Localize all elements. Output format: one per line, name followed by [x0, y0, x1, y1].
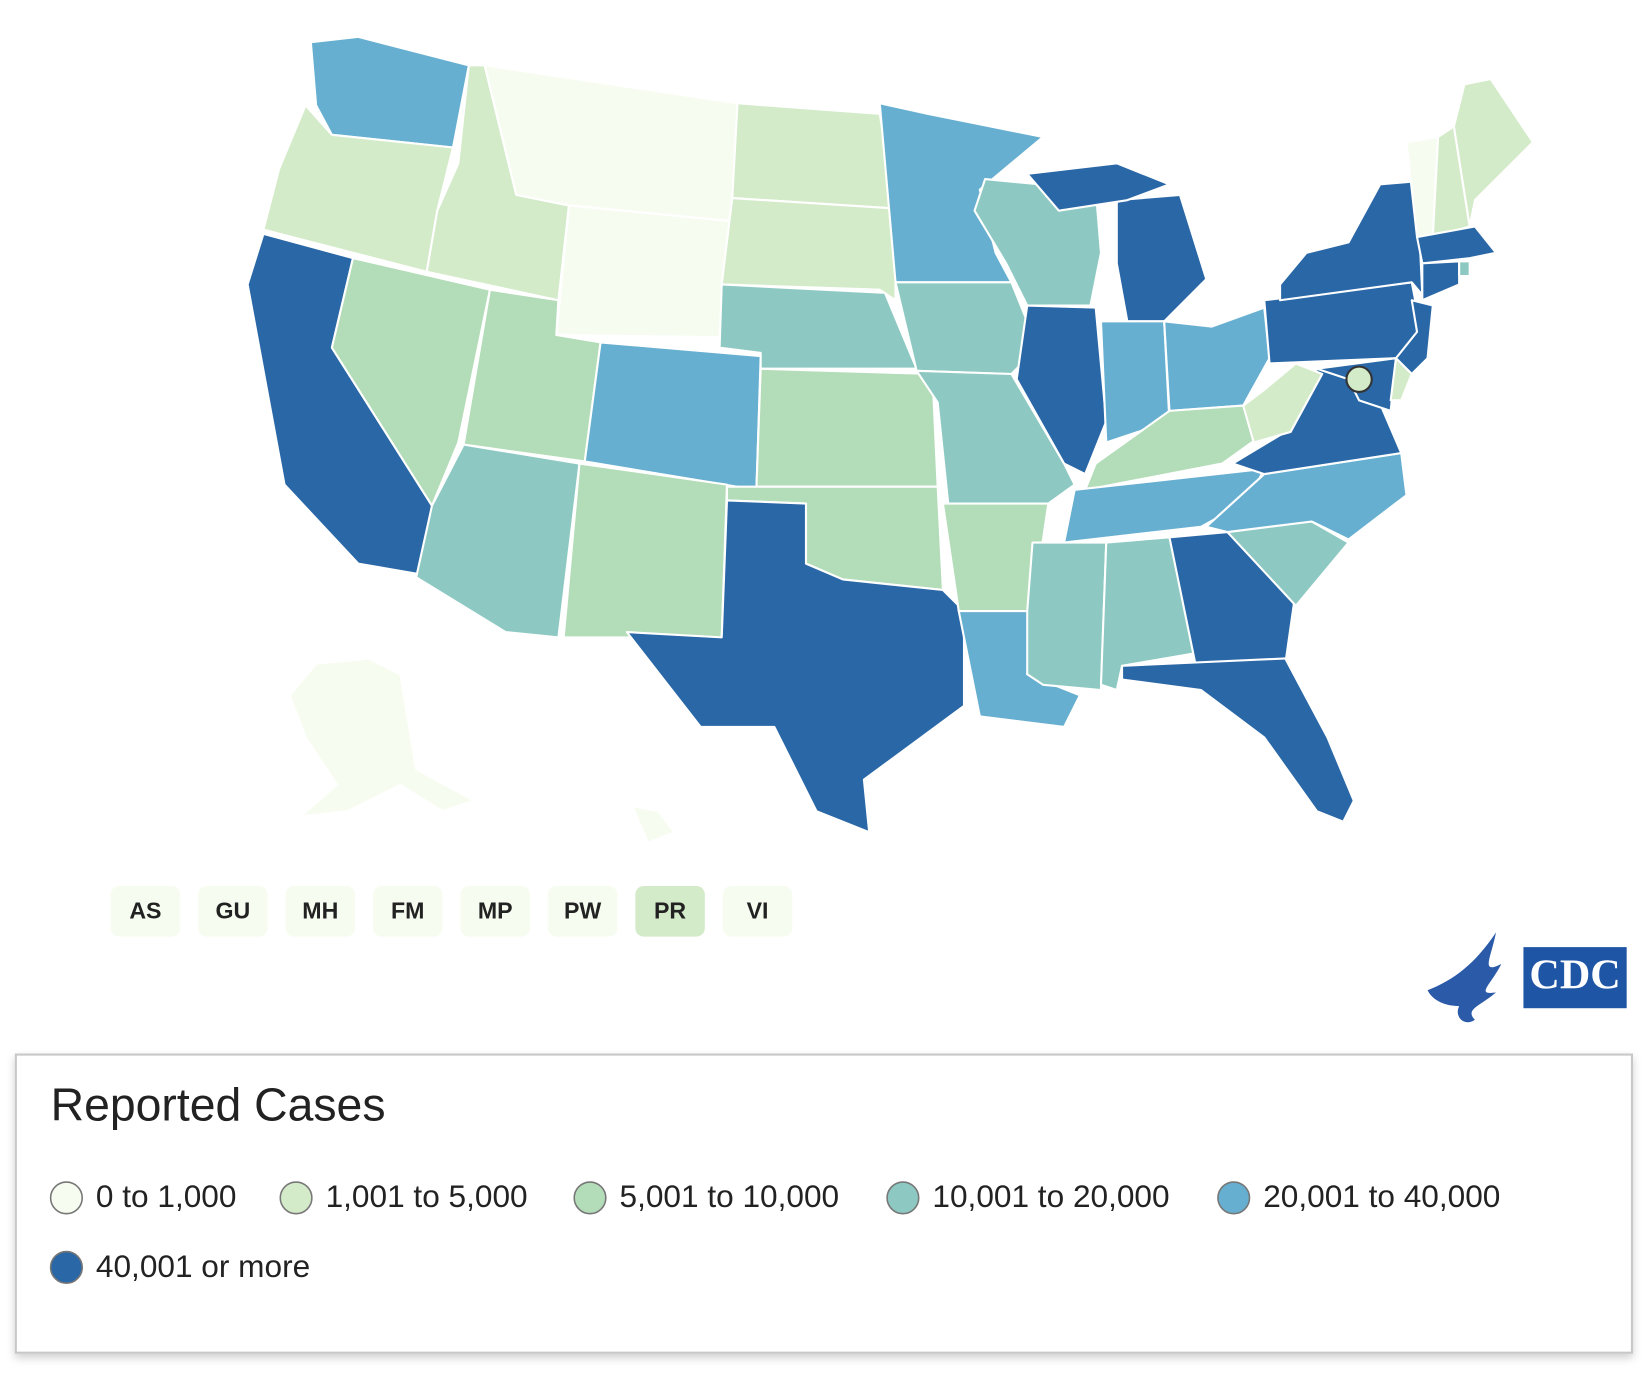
legend-swatch — [573, 1181, 607, 1215]
territory-label: AS — [129, 897, 161, 923]
territory-button — [198, 886, 268, 937]
legend-label: 40,001 or more — [96, 1248, 310, 1284]
dc-marker — [1345, 365, 1373, 393]
state — [330, 257, 491, 507]
state — [1242, 362, 1324, 444]
hhs-eagle — [1427, 932, 1502, 1023]
territory-button — [547, 886, 618, 937]
legend-label: 0 to 1,000 — [96, 1178, 237, 1214]
state — [1026, 541, 1108, 692]
legend-label: 1,001 to 5,000 — [326, 1178, 528, 1214]
us-map — [246, 35, 1534, 844]
state — [631, 804, 676, 844]
state — [1026, 162, 1171, 212]
territory-label: FM — [391, 897, 424, 923]
legend-label: 20,001 to 40,000 — [1263, 1178, 1500, 1214]
legend-swatch — [279, 1181, 313, 1215]
state — [288, 657, 476, 818]
territory-label: PW — [564, 897, 601, 923]
state — [720, 197, 897, 302]
legend-label: 5,001 to 10,000 — [620, 1178, 840, 1214]
territory-button — [372, 886, 443, 937]
state — [1458, 260, 1471, 278]
territory-label: VI — [747, 897, 769, 923]
territory-label: MP — [478, 897, 513, 923]
state — [555, 204, 734, 339]
state — [731, 102, 897, 210]
territory-button — [460, 886, 530, 937]
state — [1415, 225, 1498, 265]
logo: CDC — [1427, 932, 1627, 1023]
territory-label: PR — [654, 897, 686, 923]
legend: 0 to 1,000 1,001 to 5,000 5,001 to 10,000 1… — [49, 1178, 1500, 1284]
state — [309, 35, 470, 149]
legend-swatch — [49, 1250, 84, 1284]
legend-label: 10,001 to 20,000 — [932, 1178, 1169, 1214]
state — [1115, 193, 1208, 323]
state — [894, 281, 1039, 376]
state — [1389, 357, 1413, 402]
legend-title: Reported Cases — [51, 1079, 386, 1131]
state — [755, 367, 939, 488]
territory-button — [635, 886, 705, 937]
state — [915, 369, 1076, 505]
state — [562, 462, 729, 639]
state — [625, 499, 966, 834]
territory-label: MH — [302, 897, 338, 923]
cdc-box — [1523, 947, 1627, 1009]
territory-buttons: AS GU MH FM MP PW PR VI — [110, 886, 793, 937]
territory-button — [285, 886, 356, 937]
territory-button — [722, 886, 793, 937]
state — [1163, 306, 1271, 412]
state — [1015, 304, 1108, 476]
cdc-text: CDC — [1529, 951, 1620, 998]
territory-label: GU — [216, 897, 251, 923]
legend-swatch — [1217, 1181, 1251, 1215]
state — [1452, 77, 1534, 228]
legend-swatch — [886, 1181, 920, 1215]
state — [1421, 260, 1461, 302]
legend-swatch — [49, 1181, 84, 1215]
state — [1120, 657, 1355, 823]
state — [1279, 180, 1424, 302]
territory-button — [110, 886, 181, 937]
